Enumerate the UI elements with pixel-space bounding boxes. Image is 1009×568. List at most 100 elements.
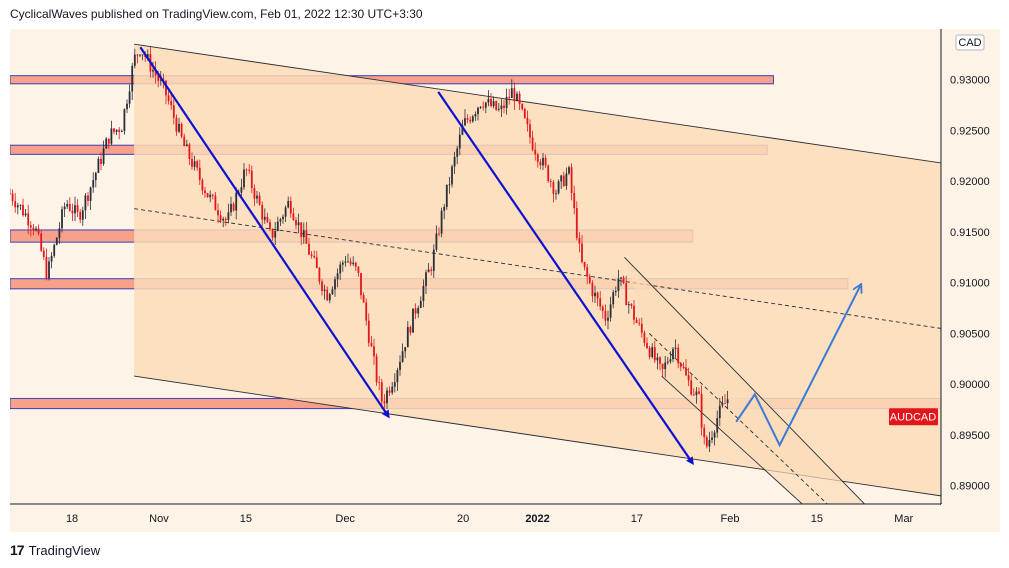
candle-body bbox=[344, 261, 347, 263]
candle-body bbox=[120, 130, 123, 132]
candle-body bbox=[300, 222, 303, 238]
candle-body bbox=[430, 269, 433, 271]
price-tick-label: 0.90500 bbox=[950, 328, 990, 340]
time-axis-background bbox=[10, 505, 941, 532]
candle-body bbox=[640, 323, 643, 333]
candle-body bbox=[703, 427, 706, 438]
candle-body bbox=[633, 305, 635, 320]
candle-body bbox=[217, 210, 219, 216]
candle-body bbox=[412, 308, 414, 333]
candle-body bbox=[687, 375, 690, 381]
candle-body bbox=[536, 154, 539, 162]
candle-body bbox=[133, 54, 136, 66]
candle-body bbox=[383, 401, 386, 404]
candle-body bbox=[328, 294, 331, 301]
price-tick-label: 0.91000 bbox=[950, 278, 990, 290]
candle-body bbox=[669, 359, 672, 362]
candle-body bbox=[68, 203, 71, 211]
candle-body bbox=[261, 204, 264, 220]
candle-body bbox=[113, 128, 115, 132]
candle-body bbox=[55, 237, 58, 245]
candle-body bbox=[48, 261, 50, 279]
candle-body bbox=[445, 184, 448, 207]
time-tick-label: 17 bbox=[631, 513, 643, 525]
candle-body bbox=[284, 207, 287, 217]
candle-body bbox=[352, 262, 355, 265]
candle-body bbox=[24, 213, 27, 216]
candle-body bbox=[198, 167, 201, 180]
candle-body bbox=[334, 279, 336, 290]
candle-body bbox=[721, 403, 724, 406]
tradingview-logo-icon: 17 bbox=[10, 542, 25, 558]
candle-body bbox=[393, 382, 396, 387]
candle-body bbox=[425, 272, 427, 286]
candle-body bbox=[146, 54, 149, 57]
candle-body bbox=[58, 228, 61, 238]
candle-body bbox=[529, 124, 531, 138]
candle-body bbox=[419, 300, 422, 308]
candle-body bbox=[552, 182, 555, 194]
candle-body bbox=[705, 437, 708, 447]
candle-body bbox=[542, 157, 544, 166]
publish-info: CyclicalWaves published on TradingView.c… bbox=[10, 7, 423, 21]
candle-body bbox=[625, 283, 628, 306]
candle-body bbox=[510, 88, 513, 98]
candle-body bbox=[66, 203, 69, 207]
candle-body bbox=[477, 107, 479, 115]
candle-body bbox=[406, 327, 409, 348]
candle-body bbox=[469, 119, 472, 122]
candle-body bbox=[178, 123, 180, 132]
candle-body bbox=[570, 167, 573, 194]
candle-body bbox=[578, 237, 581, 244]
svg-text:CAD: CAD bbox=[958, 37, 981, 49]
candle-body bbox=[557, 181, 560, 194]
candle-body bbox=[448, 184, 451, 186]
time-tick-label: 20 bbox=[457, 513, 469, 525]
candle-body bbox=[102, 148, 105, 164]
currency-badge[interactable]: CAD bbox=[955, 34, 985, 51]
candle-body bbox=[581, 243, 583, 262]
candle-body bbox=[253, 188, 256, 199]
candle-body bbox=[302, 230, 305, 238]
candle-body bbox=[204, 190, 206, 194]
small-channel-lower-line bbox=[661, 375, 803, 504]
wave-arrow-1 bbox=[139, 46, 390, 419]
candle-body bbox=[276, 221, 279, 231]
candle-body bbox=[526, 117, 529, 125]
candle-body bbox=[235, 192, 238, 211]
candle-body bbox=[471, 116, 474, 122]
time-tick-label: 15 bbox=[240, 513, 252, 525]
candle-body bbox=[326, 289, 329, 301]
candle-body bbox=[97, 158, 100, 173]
candle-body bbox=[256, 195, 258, 199]
candle-body bbox=[427, 269, 430, 273]
price-tick-label: 0.92500 bbox=[950, 125, 990, 137]
candle-body bbox=[651, 347, 654, 358]
candle-body bbox=[614, 291, 617, 293]
candle-body bbox=[568, 167, 570, 174]
symbol-price-tag: AUDCAD bbox=[889, 408, 938, 426]
candle-body bbox=[711, 437, 713, 440]
candle-body bbox=[92, 180, 95, 188]
candle-body bbox=[107, 138, 110, 144]
candle-body bbox=[677, 347, 680, 364]
candle-body bbox=[310, 254, 313, 256]
candle-body bbox=[170, 100, 173, 106]
candle-body bbox=[71, 210, 74, 214]
candle-body bbox=[185, 144, 188, 147]
candle-body bbox=[76, 205, 79, 212]
candle-body bbox=[279, 219, 282, 222]
candle-body bbox=[136, 54, 139, 56]
footer-brand[interactable]: 17 TradingView bbox=[10, 542, 100, 558]
candle-body bbox=[482, 106, 485, 108]
candle-body bbox=[653, 347, 656, 361]
candle-body bbox=[417, 307, 420, 314]
candle-body bbox=[484, 102, 487, 108]
candle-body bbox=[292, 213, 295, 220]
candle-body bbox=[534, 149, 537, 155]
candle-body bbox=[630, 304, 633, 306]
candle-body bbox=[45, 256, 48, 279]
candle-body bbox=[349, 261, 352, 265]
candle-body bbox=[222, 218, 225, 221]
